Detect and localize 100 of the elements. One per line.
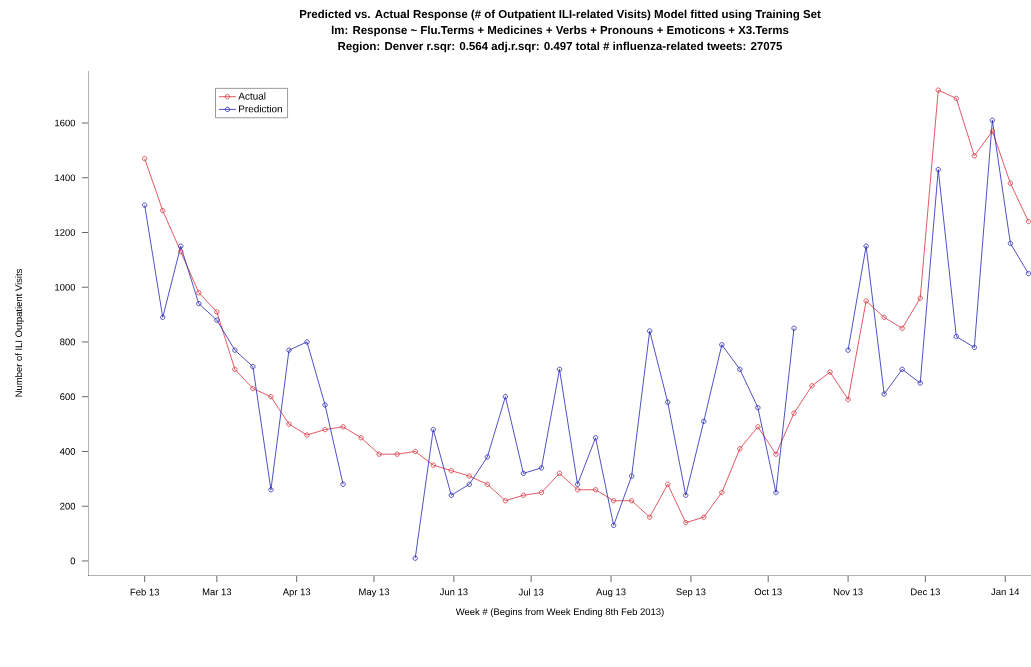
chart-title: Predicted vs. Actual Response (# of Outpatient ILI-related Visits) Model fitted using Training Set xyxy=(299,9,821,21)
point xyxy=(250,385,256,392)
point xyxy=(484,454,490,460)
point xyxy=(466,481,472,487)
point xyxy=(268,394,274,400)
text: Region: Denver r.sqr: 0.564 adj.r.sqr: 0.497 total # influenza-related tweets: 27075 xyxy=(338,41,783,53)
point xyxy=(701,514,707,520)
point xyxy=(196,290,202,296)
point xyxy=(502,498,508,504)
legend-label: Prediction xyxy=(239,105,282,113)
point xyxy=(791,325,797,331)
x-axis-title: Week # (Begins from Week Ending 8th Feb 2013) xyxy=(455,608,664,617)
point xyxy=(502,394,508,400)
point xyxy=(268,487,274,493)
point xyxy=(899,366,905,372)
point xyxy=(755,405,761,411)
point xyxy=(989,117,995,123)
point xyxy=(791,410,797,416)
point xyxy=(845,347,851,353)
x-tick-label: Dec 13 xyxy=(911,588,940,596)
point xyxy=(809,383,815,389)
point xyxy=(953,95,959,101)
point xyxy=(755,424,761,430)
point xyxy=(340,481,346,487)
point xyxy=(773,451,779,457)
point xyxy=(737,366,743,372)
point xyxy=(592,487,599,493)
point xyxy=(376,451,382,457)
y-tick-label: 1400 xyxy=(55,174,76,182)
y-tick-label: 1000 xyxy=(55,283,76,291)
x-tick-label: Jan 14 xyxy=(991,588,1020,596)
point xyxy=(394,451,400,457)
point xyxy=(538,465,545,471)
point xyxy=(827,369,833,375)
point xyxy=(574,487,581,493)
point xyxy=(773,489,779,496)
point xyxy=(178,243,184,249)
point xyxy=(520,470,527,476)
point xyxy=(881,391,887,397)
chart-subtitle: lm: Response ~ Flu.Terms + Medicines + Verbs + Pronouns + Emoticons + X3.Terms xyxy=(331,25,789,37)
point xyxy=(430,462,436,468)
point xyxy=(484,481,490,487)
point xyxy=(845,396,851,403)
x-tick-label: Jul 13 xyxy=(518,588,544,596)
x-tick-label: Apr 13 xyxy=(282,588,311,598)
point xyxy=(538,489,545,496)
legend-label: Actual xyxy=(238,92,266,100)
point xyxy=(322,426,328,433)
point xyxy=(629,473,635,479)
point xyxy=(304,339,310,345)
point xyxy=(989,128,995,134)
point xyxy=(178,249,184,255)
point xyxy=(683,520,689,526)
point xyxy=(701,418,707,424)
point xyxy=(971,344,977,351)
point xyxy=(1007,240,1013,247)
point xyxy=(881,314,887,320)
point xyxy=(719,489,725,496)
y-axis-title: Number of ILI Outpatient Visits xyxy=(15,268,24,397)
point xyxy=(430,426,436,433)
point xyxy=(863,243,869,249)
point xyxy=(232,366,238,372)
point xyxy=(322,402,328,408)
y-tick-label: 200 xyxy=(60,502,76,510)
point xyxy=(863,298,869,304)
point xyxy=(683,492,689,498)
y-tick-label: 400 xyxy=(59,448,76,455)
point xyxy=(611,522,617,528)
point xyxy=(556,366,563,372)
point xyxy=(737,446,743,452)
x-tick-label: Nov 13 xyxy=(833,588,863,596)
point xyxy=(629,498,635,504)
point xyxy=(935,166,941,173)
point xyxy=(935,87,941,93)
point xyxy=(917,295,923,301)
point xyxy=(953,333,959,340)
point xyxy=(574,481,581,487)
x-tick-label: Jun 13 xyxy=(439,588,468,596)
point xyxy=(448,492,454,498)
point xyxy=(196,301,202,307)
point xyxy=(448,468,454,474)
x-tick-label: Aug 13 xyxy=(596,588,626,598)
point xyxy=(214,317,220,323)
point xyxy=(232,347,238,353)
x-tick-label: Sep 13 xyxy=(676,588,706,598)
point xyxy=(719,342,725,348)
point xyxy=(286,347,292,353)
y-tick-label: 600 xyxy=(60,393,76,401)
y-tick-label: 1200 xyxy=(55,229,76,236)
point xyxy=(250,364,256,370)
point xyxy=(412,555,418,561)
y-tick-label: 0 xyxy=(70,557,76,565)
point xyxy=(899,325,905,331)
point xyxy=(304,432,310,438)
x-tick-label: Feb 13 xyxy=(130,588,159,596)
point xyxy=(340,424,346,430)
point xyxy=(647,514,653,520)
x-tick-label: May 13 xyxy=(359,588,390,598)
point xyxy=(917,380,923,386)
point xyxy=(214,309,220,315)
